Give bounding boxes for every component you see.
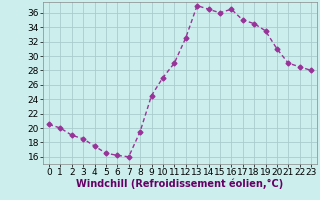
X-axis label: Windchill (Refroidissement éolien,°C): Windchill (Refroidissement éolien,°C): [76, 179, 284, 189]
